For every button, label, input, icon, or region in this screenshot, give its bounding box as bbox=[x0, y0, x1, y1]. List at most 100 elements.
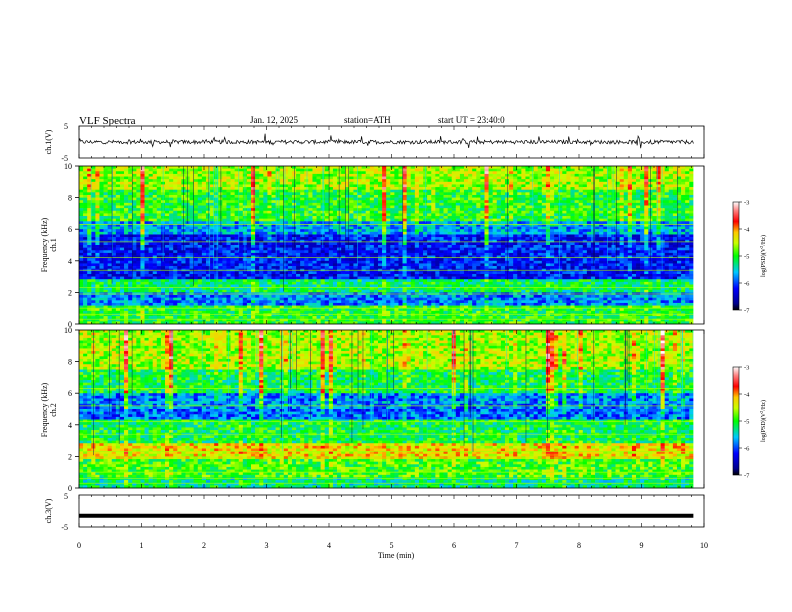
spectrogram-cell bbox=[283, 179, 289, 183]
spectrogram-cell bbox=[177, 200, 182, 204]
spectrogram-cell bbox=[271, 226, 276, 230]
spectrogram-cell bbox=[263, 255, 268, 259]
spectrogram-cell bbox=[390, 295, 395, 298]
spectrogram-cell bbox=[119, 216, 125, 219]
spectrogram-cell bbox=[259, 218, 264, 222]
spectrogram-cell bbox=[353, 168, 358, 172]
spectrogram-cell bbox=[107, 321, 113, 325]
spectrogram-cell bbox=[140, 234, 145, 238]
spectrogram-cell bbox=[390, 171, 395, 175]
spectrogram-cell bbox=[193, 176, 199, 180]
spectrogram-cell bbox=[382, 250, 387, 254]
spectrogram-cell bbox=[324, 187, 330, 190]
spectrogram-cell bbox=[406, 279, 412, 283]
spectrogram-cell bbox=[308, 237, 313, 241]
spectrogram-cell bbox=[259, 205, 264, 209]
spectrogram-cell bbox=[115, 318, 121, 322]
spectrogram-cell bbox=[283, 255, 289, 259]
spectrogram-cell bbox=[119, 279, 125, 283]
spectrogram-cell bbox=[132, 281, 137, 285]
spectrogram-cell bbox=[201, 252, 207, 256]
spectrogram-cell bbox=[324, 210, 330, 214]
spectrogram-cell bbox=[152, 223, 158, 227]
spectrogram-cell bbox=[345, 237, 350, 241]
spectrogram-cell bbox=[283, 226, 289, 230]
spectrogram-cell bbox=[132, 187, 137, 190]
spectrogram-cell bbox=[357, 173, 362, 177]
spectrogram-cell bbox=[140, 245, 145, 248]
spectrogram-cell bbox=[165, 279, 170, 283]
spectrogram-cell bbox=[79, 271, 84, 275]
spectrogram-cell bbox=[214, 187, 219, 190]
spectrogram-cell bbox=[361, 176, 367, 180]
spectrogram-cell bbox=[185, 173, 190, 177]
spectrogram-cell bbox=[394, 289, 399, 293]
spectrogram-cell bbox=[251, 176, 256, 180]
spectrogram-cell bbox=[406, 210, 412, 214]
spectrogram-cell bbox=[214, 245, 219, 248]
spectrogram-cell bbox=[189, 187, 194, 190]
spectrogram-cell bbox=[275, 279, 280, 283]
spectrogram-cell bbox=[287, 239, 293, 243]
spectrogram-cell bbox=[312, 173, 317, 177]
spectrogram-cell bbox=[111, 234, 117, 238]
spectrogram-cell bbox=[267, 302, 272, 306]
spectrogram-cell bbox=[226, 273, 231, 277]
spectrogram-cell bbox=[87, 313, 92, 317]
spectrogram-cell bbox=[287, 284, 293, 288]
spectrogram-cell bbox=[197, 255, 203, 259]
spectrogram-cell bbox=[79, 213, 84, 217]
spectrogram-cell bbox=[246, 223, 252, 227]
spectrogram-cell bbox=[394, 218, 399, 222]
spectrogram-cell bbox=[259, 176, 264, 180]
spectrogram-cell bbox=[115, 281, 121, 285]
spectrogram-cell bbox=[226, 250, 231, 254]
spectrogram-cell bbox=[308, 202, 313, 206]
spectrogram-cell bbox=[128, 208, 133, 212]
spectrogram-cell bbox=[156, 300, 162, 304]
spectrogram-cell bbox=[394, 310, 399, 314]
spectrogram-cell bbox=[218, 318, 223, 322]
spectrogram-cell bbox=[251, 213, 256, 217]
spectrogram-cell bbox=[394, 242, 399, 246]
spectrogram-cell bbox=[201, 316, 207, 320]
spectrogram-cell bbox=[115, 218, 121, 222]
spectrogram-cell bbox=[189, 284, 194, 288]
spectrogram-cell bbox=[205, 284, 211, 288]
spectrogram-cell bbox=[136, 279, 141, 283]
spectrogram-cell bbox=[185, 197, 190, 201]
spectrogram-cell bbox=[378, 237, 383, 241]
spectrogram-cell bbox=[283, 308, 289, 312]
spectrogram-cell bbox=[373, 237, 379, 241]
spectrogram-cell bbox=[378, 234, 383, 238]
spectrogram-cell bbox=[382, 252, 387, 256]
spectrogram-cell bbox=[271, 247, 276, 251]
spectrogram-cell bbox=[189, 271, 194, 275]
spectrogram-cell bbox=[259, 252, 264, 256]
spectrogram-cell bbox=[156, 321, 162, 325]
spectrogram-cell bbox=[337, 297, 342, 301]
spectrogram-cell bbox=[87, 176, 92, 180]
spectrogram-cell bbox=[205, 166, 211, 169]
spectrogram-cell bbox=[140, 184, 145, 188]
spectrogram-cell bbox=[218, 242, 223, 246]
spectrogram-cell bbox=[296, 279, 301, 283]
spectrogram-cell bbox=[263, 281, 268, 285]
spectrogram-cell bbox=[357, 181, 362, 185]
spectrogram-cell bbox=[234, 208, 240, 212]
spectrogram-cell bbox=[218, 321, 223, 325]
spectrogram-cell bbox=[181, 279, 186, 283]
spectrogram-cell bbox=[255, 273, 260, 277]
spectrogram-cell bbox=[300, 171, 305, 175]
spectrogram-cell bbox=[255, 166, 260, 169]
spectrogram-cell bbox=[189, 287, 194, 291]
spectrogram-cell bbox=[165, 316, 170, 320]
spectrogram-cell bbox=[148, 202, 154, 206]
spectrogram-cell bbox=[124, 295, 129, 298]
spectrogram-cell bbox=[345, 200, 350, 204]
spectrogram-cell bbox=[197, 179, 203, 183]
spectrogram-cell bbox=[283, 237, 289, 241]
spectrogram-cell bbox=[414, 239, 420, 243]
spectrogram-cell bbox=[83, 205, 88, 209]
